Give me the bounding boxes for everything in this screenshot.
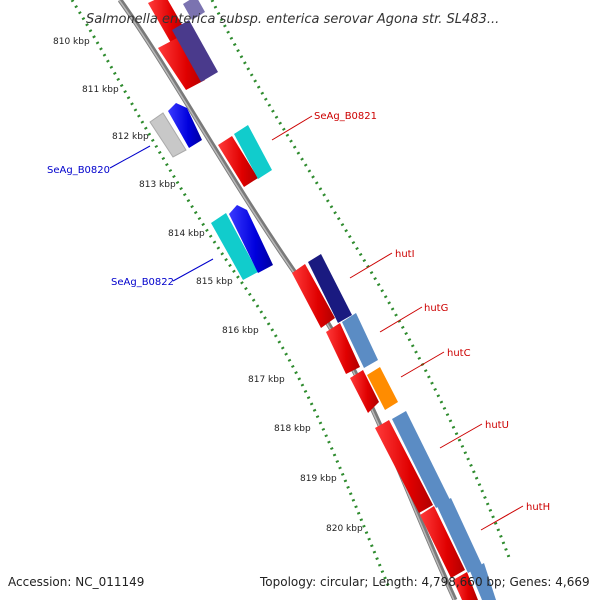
gene-label-b0822[interactable]: SeAg_B0822 [111,277,174,288]
tick-label: 811 kbp [82,85,119,95]
accession-text: Accession: NC_011149 [8,575,144,589]
gene-label-hutU[interactable]: hutU [485,420,509,431]
inner-tick-track [70,0,392,591]
outer-tick-track [210,0,512,561]
tick-label: 817 kbp [248,375,285,385]
tick-label: 812 kbp [112,132,149,142]
map-title: Salmonella enterica subsp. enterica sero… [86,12,499,27]
summary-text: Topology: circular; Length: 4,798,660 bp… [259,575,590,589]
tick-label: 819 kbp [300,474,337,484]
gene-label-hutH[interactable]: hutH [526,502,550,513]
leader-b0821 [271,115,313,141]
gene-top-purple[interactable] [172,20,218,82]
leader-hutH [480,505,524,531]
gene-hutI-navy[interactable] [308,254,352,323]
gene-hutG-red[interactable] [326,323,360,374]
gene-top-red2[interactable] [158,38,205,90]
gene-hutI-red[interactable] [292,264,335,328]
gene-hutH-red[interactable] [420,506,465,578]
backbone [117,0,458,600]
tick-label: 820 kbp [326,524,363,534]
gene-b0820-grey[interactable] [149,112,187,158]
leader-b0820 [109,145,151,169]
gene-label-b0821[interactable]: SeAg_B0821 [314,111,377,122]
gene-b0822-blue[interactable] [229,205,273,273]
gene-hutU-steel[interactable] [392,411,450,508]
leader-hutI [349,252,393,279]
gene-hutC-orange[interactable] [367,367,398,410]
gene-b0820-blue[interactable] [168,103,202,148]
leader-hutG [379,306,423,333]
tick-label: 815 kbp [196,277,233,287]
tick-label: 814 kbp [168,229,205,239]
gene-bottom-steel[interactable] [470,563,496,600]
gene-label-hutI[interactable]: hutI [395,249,415,260]
gene-top-purple-small[interactable] [183,0,205,20]
gene-b0821-red[interactable] [218,136,258,187]
tick-label: 816 kbp [222,326,259,336]
gene-hutC-red[interactable] [350,370,379,413]
backbone-highlight [118,0,455,600]
gene-hutG-steel[interactable] [342,313,378,368]
gene-label-hutC[interactable]: hutC [447,348,471,359]
tick-label: 813 kbp [139,180,176,190]
gene-hutH-steel[interactable] [437,498,482,573]
gene-label-b0820[interactable]: SeAg_B0820 [47,165,110,176]
gene-label-hutG[interactable]: hutG [424,303,448,314]
tick-label: 818 kbp [274,424,311,434]
tick-label: 810 kbp [53,37,90,47]
gene-hutU-red[interactable] [375,420,433,513]
leader-b0822 [172,258,214,282]
leader-hutU [439,423,483,449]
leader-hutC [400,351,445,378]
gene-b0821-cyan[interactable] [234,125,272,179]
gene-bottom-red[interactable] [453,572,478,600]
gene-b0822-cyan[interactable] [211,213,258,280]
